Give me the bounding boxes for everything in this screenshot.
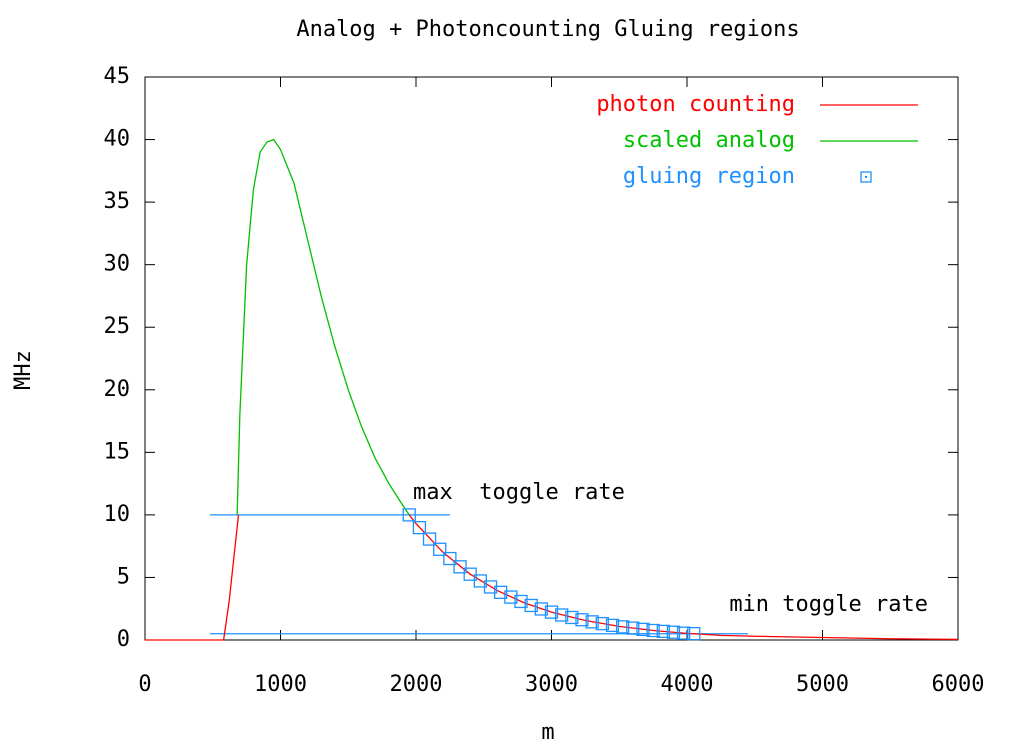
gluing-point bbox=[402, 508, 416, 522]
x-tick-label: 5000 bbox=[796, 672, 849, 697]
chart-title: Analog + Photoncounting Gluing regions bbox=[296, 17, 799, 42]
gluing-point bbox=[555, 608, 569, 622]
legend-label: photon counting bbox=[596, 92, 795, 117]
annotation: min toggle rate bbox=[729, 592, 928, 617]
y-tick-label: 35 bbox=[104, 189, 131, 214]
x-tick-label: 2000 bbox=[390, 672, 443, 697]
x-axis-label: m bbox=[541, 720, 554, 743]
gluing-point bbox=[524, 598, 538, 613]
y-axis-label: MHz bbox=[11, 350, 36, 390]
gluing-point bbox=[565, 610, 579, 625]
gluing-point bbox=[666, 625, 681, 639]
x-tick-label: 0 bbox=[138, 672, 151, 697]
gluing-point bbox=[453, 560, 467, 574]
gluing-point bbox=[575, 613, 589, 627]
gluing-point bbox=[544, 605, 559, 619]
gluing-point bbox=[595, 616, 609, 631]
gluing-point bbox=[646, 623, 660, 638]
legend-swatch bbox=[865, 176, 867, 178]
y-tick-label: 0 bbox=[117, 627, 130, 652]
gluing-point bbox=[514, 594, 528, 609]
gluing-point bbox=[433, 542, 447, 556]
gluing-point bbox=[585, 615, 599, 629]
y-tick-label: 5 bbox=[117, 564, 130, 589]
series-line bbox=[145, 514, 240, 641]
series-line bbox=[408, 514, 959, 641]
gluing-point bbox=[626, 621, 640, 635]
y-tick-label: 25 bbox=[104, 314, 131, 339]
y-tick-label: 45 bbox=[104, 64, 131, 89]
gluing-point bbox=[605, 618, 620, 633]
gluing-point bbox=[687, 626, 701, 641]
plot-border bbox=[144, 76, 959, 641]
gluing-point bbox=[656, 624, 670, 639]
gluing-point bbox=[463, 567, 477, 581]
annotation: max toggle rate bbox=[413, 480, 625, 505]
gluing-point bbox=[534, 602, 548, 616]
y-tick-label: 30 bbox=[104, 252, 131, 277]
gluing-point bbox=[636, 622, 650, 637]
series-line bbox=[236, 138, 410, 516]
y-tick-label: 10 bbox=[104, 502, 131, 527]
gluing-point bbox=[412, 521, 427, 535]
legend-label: gluing region bbox=[623, 164, 795, 189]
y-tick-label: 15 bbox=[104, 439, 131, 464]
legend-label: scaled analog bbox=[623, 128, 795, 153]
gluing-point bbox=[676, 626, 691, 640]
x-tick-label: 3000 bbox=[525, 672, 578, 697]
gluing-point bbox=[615, 620, 630, 634]
x-tick-label: 6000 bbox=[932, 672, 985, 697]
x-tick-label: 4000 bbox=[661, 672, 714, 697]
y-tick-label: 40 bbox=[104, 127, 131, 152]
gluing-point bbox=[504, 590, 518, 604]
gluing-point bbox=[494, 585, 508, 599]
legend-swatch bbox=[860, 171, 872, 183]
gluing-point bbox=[443, 551, 457, 566]
gluing-point bbox=[422, 532, 437, 546]
x-tick-label: 1000 bbox=[254, 672, 307, 697]
y-tick-label: 20 bbox=[104, 377, 131, 402]
